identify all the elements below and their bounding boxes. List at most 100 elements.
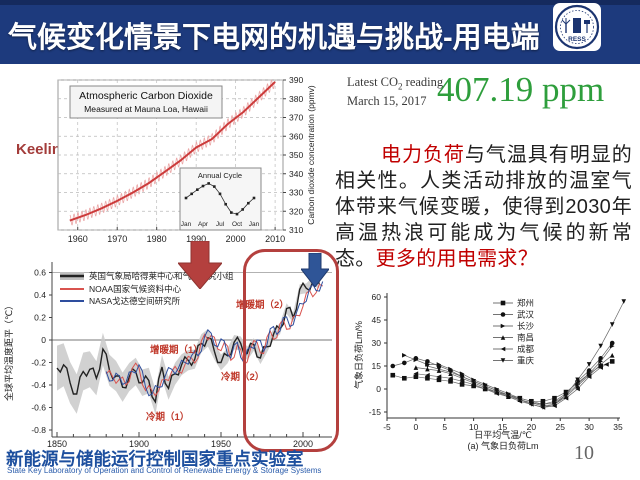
body-text: 电力负荷与气温具有明显的相关性。人类活动排放的温室气体带来气候变暖，使得到203…	[335, 142, 632, 272]
svg-text:-15: -15	[369, 407, 382, 417]
svg-text:10: 10	[469, 422, 479, 432]
svg-text:(a) 气象日负荷Lm: (a) 气象日负荷Lm	[467, 440, 538, 451]
red-down-arrow	[178, 241, 222, 289]
svg-text:360: 360	[289, 131, 303, 141]
svg-text:Measured at Mauna Loa, Hawaii: Measured at Mauna Loa, Hawaii	[84, 104, 208, 114]
temp-annotation-1: 增暖期（2）	[236, 299, 289, 311]
svg-text:1960: 1960	[68, 234, 88, 244]
svg-text:全球平均温度距平（℃）: 全球平均温度距平（℃）	[3, 301, 14, 401]
svg-text:310: 310	[289, 225, 303, 235]
footer-lab-name-cn: 新能源与储能运行控制国家重点实验室	[6, 449, 304, 469]
temp-series-0	[56, 275, 321, 404]
scatter-series-重庆	[425, 299, 627, 410]
scatter-legend-3: 南昌	[517, 333, 534, 343]
svg-text:25: 25	[556, 422, 566, 432]
body-text-main: 与气温具有明显的相关性。人类活动排放的温室气体带来气候变暖，使得到2030年高温…	[335, 144, 632, 270]
svg-text:390: 390	[289, 75, 303, 85]
svg-text:Annual Cycle: Annual Cycle	[198, 171, 242, 180]
svg-text:340: 340	[289, 169, 303, 179]
svg-text:380: 380	[289, 94, 303, 104]
scatter-legend-4: 成都	[517, 344, 535, 354]
scatter-series-武汉	[390, 340, 615, 407]
svg-text:Jan: Jan	[249, 221, 260, 228]
svg-text:1980: 1980	[147, 234, 167, 244]
slide-title: 气候变化情景下电网的机遇与挑战-用电端	[8, 22, 540, 54]
svg-text:2000: 2000	[226, 234, 246, 244]
body-text-highlight-demand: 更多的用电需求？	[375, 248, 539, 270]
temp-annotation-2: 冷期（1）	[146, 411, 189, 423]
svg-text:日平均气温/℃: 日平均气温/℃	[474, 429, 532, 440]
co2-latest-reading: Latest CO2 reading March 15, 2017	[347, 75, 443, 108]
temp-series-2	[105, 281, 324, 397]
scatter-legend-5: 重庆	[517, 356, 535, 366]
svg-text:0.6: 0.6	[34, 268, 46, 278]
scatter-legend-1: 武汉	[517, 310, 535, 320]
svg-text:-0.2: -0.2	[31, 358, 46, 368]
svg-text:Jan: Jan	[181, 221, 192, 228]
scatter-series-郑州	[390, 359, 615, 404]
svg-text:15: 15	[498, 422, 508, 432]
svg-text:35: 35	[613, 422, 623, 432]
co2-latest-date: March 15, 2017	[347, 93, 427, 108]
temp-legend-2: NASA戈达德空间研究所	[89, 296, 181, 306]
svg-text:2010: 2010	[265, 234, 285, 244]
temp-legend-1: NOAA国家气候资料中心	[89, 284, 182, 294]
blue-down-arrow	[301, 253, 329, 287]
svg-text:气象日负荷Lm/%: 气象日负荷Lm/%	[353, 321, 364, 389]
svg-text:Oct: Oct	[232, 221, 242, 228]
scatter-series-南昌	[413, 352, 615, 409]
scatter-legend-0: 郑州	[517, 298, 534, 308]
svg-text:45: 45	[372, 315, 382, 325]
svg-text:320: 320	[289, 206, 303, 216]
header-top-strip	[0, 0, 640, 5]
temp-annotation-0: 增暖期（1）	[150, 344, 203, 356]
svg-text:0: 0	[41, 335, 46, 345]
svg-text:Jul: Jul	[216, 221, 225, 228]
logo-text: RESS	[568, 36, 586, 43]
temp-series-1	[105, 283, 323, 397]
svg-text:0.4: 0.4	[34, 290, 46, 300]
svg-text:1970: 1970	[107, 234, 127, 244]
scatter-series-成都	[413, 362, 609, 410]
temp-uncertainty-band	[57, 276, 320, 415]
body-text-highlight-load: 电力负荷	[381, 144, 465, 166]
svg-text:20: 20	[527, 422, 537, 432]
temp-annotation-3: 冷期（2）	[221, 371, 264, 383]
title-bar: 气候变化情景下电网的机遇与挑战-用电端 RESS	[0, 0, 640, 64]
lab-logo: RESS	[553, 3, 601, 51]
svg-text:330: 330	[289, 188, 303, 198]
svg-text:0: 0	[376, 384, 381, 394]
scatter-series-长沙	[402, 343, 615, 407]
keeling-title-box	[69, 85, 223, 119]
svg-text:60: 60	[372, 292, 382, 302]
svg-text:Carbon dioxide concentration (: Carbon dioxide concentration (ppmv)	[306, 85, 316, 225]
co2-value: 407.19 ppm	[437, 70, 605, 109]
svg-text:0.2: 0.2	[34, 313, 46, 323]
svg-text:-0.4: -0.4	[31, 380, 46, 390]
svg-text:5: 5	[442, 422, 447, 432]
logo-pictogram	[561, 18, 590, 33]
svg-text:-0.6: -0.6	[31, 403, 46, 413]
keeling-curve-label: Keeling Curve	[16, 141, 117, 158]
annual-cycle-line	[185, 182, 255, 215]
lab-logo-emblem: RESS	[553, 3, 601, 51]
svg-text:-5: -5	[383, 422, 391, 432]
svg-text:370: 370	[289, 113, 303, 123]
svg-text:Atmospheric Carbon Dioxide: Atmospheric Carbon Dioxide	[79, 90, 213, 102]
co2-latest-line1: Latest CO2 reading	[347, 75, 444, 92]
svg-text:30: 30	[372, 338, 382, 348]
svg-text:30: 30	[584, 422, 594, 432]
page-number: 10	[574, 442, 594, 464]
footer-lab-name-en: State Key Laboratory of Operation and Co…	[7, 466, 322, 475]
scatter-legend-2: 长沙	[517, 321, 535, 331]
svg-text:0: 0	[414, 422, 419, 432]
svg-text:Apr: Apr	[198, 221, 209, 228]
svg-text:-0.8: -0.8	[31, 425, 46, 435]
annual-cycle-inset	[179, 167, 262, 231]
svg-text:350: 350	[289, 150, 303, 160]
svg-text:15: 15	[372, 361, 382, 371]
load-temperature-chart: -15 0 15 30 45 60 -5 0 5 10 15 20 25 30 35 郑州武汉长沙南昌成都重庆…	[353, 292, 627, 451]
